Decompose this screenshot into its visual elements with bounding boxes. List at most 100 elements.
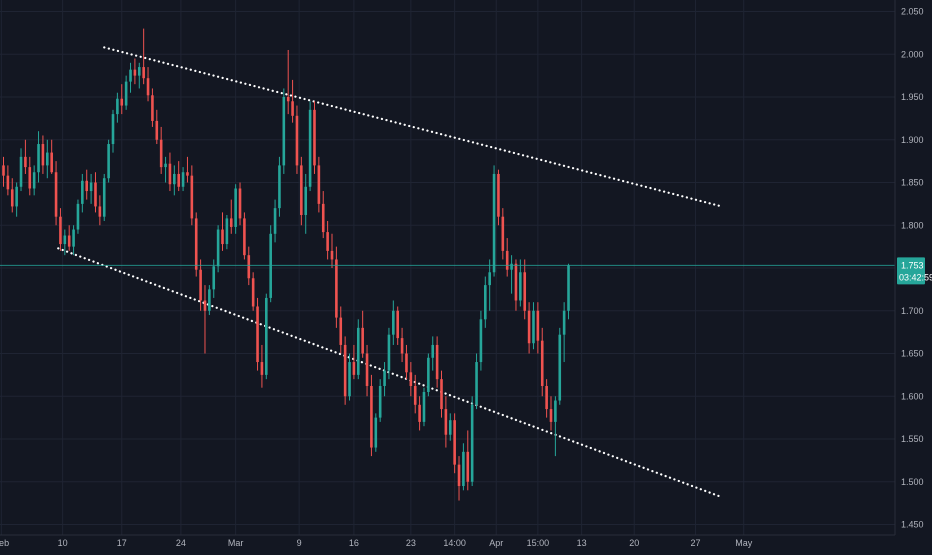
candle-body [505,250,509,270]
candle [181,167,185,192]
candle [177,161,180,192]
candle [46,139,49,179]
candle-body [295,115,299,166]
candle [225,214,229,250]
candle [396,306,399,345]
candle-body [159,139,163,168]
candle [413,374,417,414]
time-tick-label: 16 [349,538,359,548]
price-axis[interactable]: 2.0502.0001.9501.9001.8501.8001.7501.700… [901,7,924,530]
candle [422,387,426,427]
price-tick-label: 1.600 [901,391,924,401]
candle-body [286,97,290,102]
candle-body [142,67,145,79]
candle [208,285,211,316]
candle-body [326,232,329,251]
candle-body [291,101,294,116]
price-tick-label: 1.500 [901,477,924,487]
time-tick-label: 9 [297,538,302,548]
candle-body [208,289,211,311]
candle-body [111,114,115,145]
price-tick-label: 2.050 [901,7,924,17]
candle [370,374,373,457]
candle [540,327,544,397]
candle [326,220,329,260]
candle-body [168,163,172,185]
candle [387,327,391,380]
candle [427,353,430,397]
time-axis[interactable]: Feb 10 17 24 Mar 9 16 23 14:00 Apr 15:00 13 20 27 May [0,538,753,548]
time-tick-label: Feb [0,538,9,548]
candle [514,259,518,311]
candle [549,396,553,431]
candle-body [558,334,562,401]
time-tick-label: 27 [691,538,701,548]
candle-body [488,272,491,286]
candle-body [54,172,58,217]
candle-body [94,182,97,207]
candle-body [457,464,461,487]
candle-body [247,255,251,279]
candle [41,135,45,174]
candle [59,208,62,251]
candle-body [313,109,316,166]
time-tick-label: 10 [58,538,68,548]
time-tick-label: Apr [489,538,503,548]
candle-body [501,216,505,251]
candle [484,276,487,328]
candle [361,310,364,358]
candle-body [234,188,237,227]
candle-body [484,285,487,320]
candle-body [321,203,325,233]
candle-body [37,144,40,173]
candles [2,28,570,501]
candle [98,195,102,226]
candle-body [155,120,159,140]
candle [523,259,527,320]
candle [440,370,443,418]
candle-body [540,340,544,386]
candle-body [85,180,89,192]
candle [133,58,137,85]
trendlines[interactable] [57,46,723,499]
time-tick-label: 17 [117,538,127,548]
candle-body [304,186,308,215]
bar-countdown: 03:42:59 [899,272,932,282]
candle [107,139,110,183]
candle [335,246,338,328]
candle-body [374,417,378,448]
candle-body [356,327,360,375]
candle-body [238,188,242,219]
candle [85,169,89,200]
candle-body [400,338,404,354]
trendline[interactable] [57,247,723,499]
candle [10,178,14,213]
current-price-value: 1.753 [901,260,924,270]
candle-body [190,175,194,219]
candle-body [243,218,246,256]
candle [405,344,408,380]
candle [164,156,167,183]
candle [558,327,562,405]
candle [15,182,18,217]
candle-body [352,362,356,375]
candle-body [129,69,132,82]
grid [0,0,895,535]
candle-body [151,95,154,121]
candle [89,173,93,204]
candle-body [72,229,75,247]
candle [308,101,312,192]
candle [24,139,27,174]
trendline[interactable] [103,46,723,208]
candle [462,443,465,491]
price-tick-label: 1.900 [901,135,924,145]
candle-body [10,189,14,207]
current-price-tag: 1.753 03:42:59 [897,257,932,285]
candle [291,79,294,123]
candle [448,413,452,441]
candle-body [422,391,426,422]
candle-body [519,272,522,301]
candle-body [470,404,474,482]
